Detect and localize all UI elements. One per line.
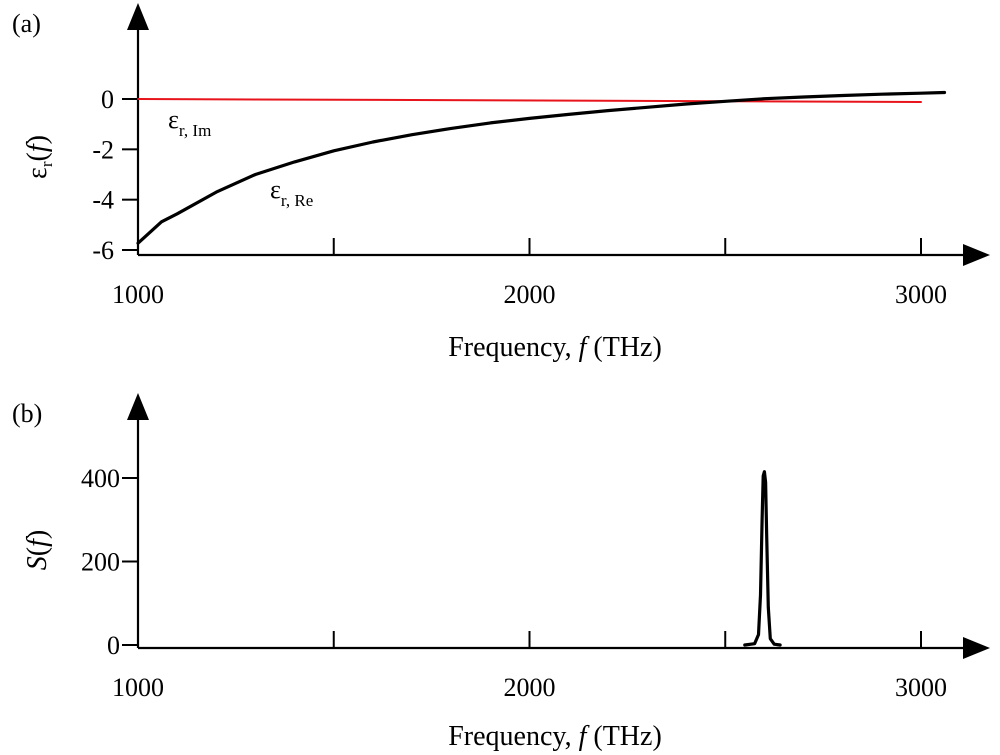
panel-a-y-ticks: 0 -2 -4 -6 (92, 85, 138, 265)
panel-b-series (743, 470, 782, 647)
x-tick-label: 1000 (112, 673, 164, 702)
series-label-eps-re: εr, Re (270, 175, 313, 210)
panel-b-x-axis-arrow (963, 637, 990, 659)
panel-a-y-axis-arrow (127, 3, 149, 30)
panel-b-x-axis-title: Frequency, f (THz) (448, 721, 662, 752)
panel-a-x-ticks: 1000 2000 3000 (112, 238, 947, 309)
x-tick-label: 3000 (895, 673, 947, 702)
y-tick-label: 0 (107, 631, 120, 660)
panel-a-epsilon-chart: (a) 1000 2000 3000 0 -2 -4 -6 εr, Im εr, Re F… (12, 3, 990, 363)
panel-a-y-axis-title: εr(f) (22, 135, 56, 179)
y-tick-label: -2 (92, 135, 114, 164)
y-tick-label: -4 (92, 186, 114, 215)
x-tick-label: 2000 (504, 673, 556, 702)
panel-b-x-ticks: 1000 2000 3000 (112, 631, 947, 702)
series-label-eps-im: εr, Im (168, 105, 211, 140)
y-tick-label: -6 (92, 236, 114, 265)
panel-b-y-axis-title: S(f) (22, 530, 53, 570)
panel-b-spectrum-chart: (b) 1000 2000 3000 0 200 400 Frequency, f (T… (12, 393, 990, 752)
y-tick-label: 0 (101, 85, 114, 114)
y-tick-label: 200 (81, 548, 120, 577)
y-tick-label: 400 (81, 464, 120, 493)
x-tick-label: 3000 (895, 280, 947, 309)
panel-b-label: (b) (12, 399, 42, 428)
panel-a-series (136, 90, 947, 245)
panel-b-y-ticks: 0 200 400 (81, 464, 138, 660)
series-line-1 (743, 470, 782, 647)
x-tick-label: 1000 (112, 280, 164, 309)
x-tick-label: 2000 (504, 280, 556, 309)
panel-a-label: (a) (12, 9, 41, 38)
series-line-2 (136, 90, 947, 245)
panel-a-x-axis-title: Frequency, f (THz) (448, 332, 662, 363)
panel-a-x-axis-arrow (963, 244, 990, 266)
series-line-1 (137, 98, 922, 103)
panel-b-y-axis-arrow (127, 393, 149, 420)
